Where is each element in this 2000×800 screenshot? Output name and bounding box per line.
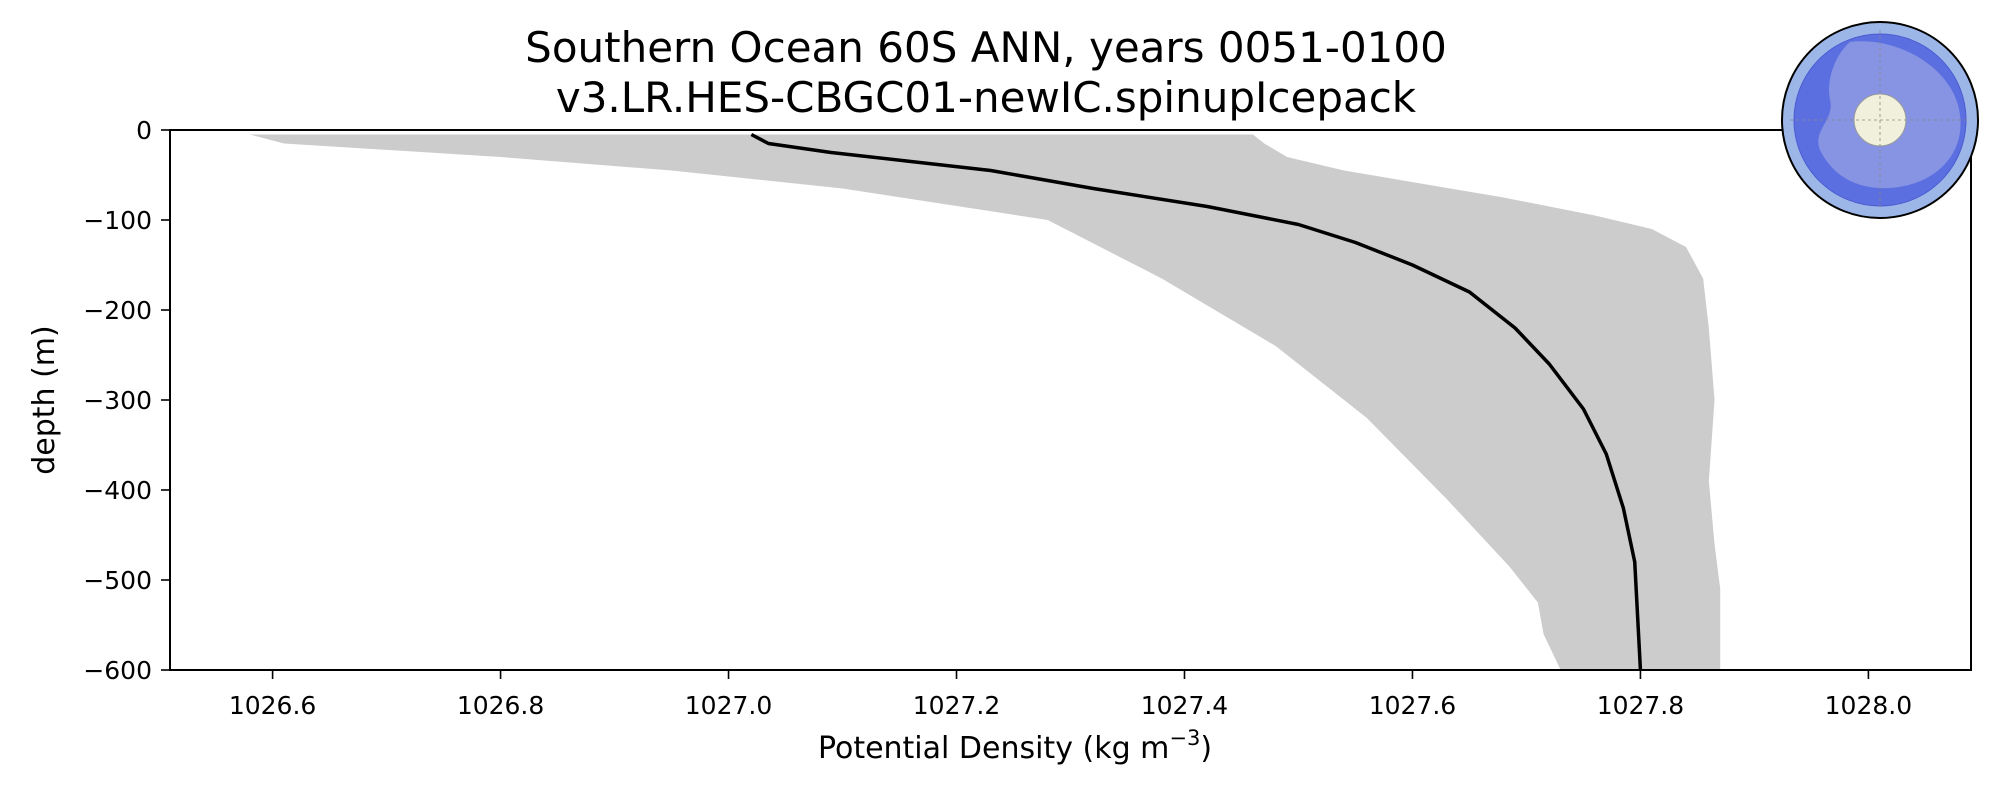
y-tick-label: −600 — [83, 656, 152, 685]
y-tick-label: 0 — [136, 116, 152, 145]
x-tick-label: 1026.8 — [457, 691, 544, 720]
y-tick-label: −100 — [83, 206, 152, 235]
x-axis-label-exponent: −3 — [1169, 726, 1200, 750]
x-tick-label: 1028.0 — [1825, 691, 1912, 720]
x-tick-label: 1027.0 — [685, 691, 772, 720]
x-tick-label: 1026.6 — [229, 691, 316, 720]
y-tick-label: −400 — [83, 476, 152, 505]
x-axis-label: Potential Density (kg m−3) — [818, 726, 1212, 766]
chart-title: Southern Ocean 60S ANN, years 0051-0100 — [525, 23, 1447, 72]
x-axis: 1026.6 1026.8 1027.0 1027.2 1027.4 1027.6 1027… — [229, 670, 1912, 720]
spread-band-layer — [249, 134, 1721, 670]
spread-band — [249, 134, 1721, 670]
x-tick-label: 1027.4 — [1141, 691, 1228, 720]
x-axis-label-main: Potential Density (kg m — [818, 731, 1169, 766]
mean-profile-line — [750, 132, 1643, 670]
chart-subtitle: v3.LR.HES-CBGC01-newIC.spinupIcepack — [555, 73, 1417, 122]
y-axis-label: depth (m) — [27, 325, 62, 475]
y-tick-label: −300 — [83, 386, 152, 415]
y-tick-label: −200 — [83, 296, 152, 325]
x-tick-label: 1027.6 — [1369, 691, 1456, 720]
mean-profile-line-layer — [750, 132, 1643, 670]
x-axis-label-close: ) — [1200, 731, 1212, 766]
y-tick-label: −500 — [83, 566, 152, 595]
x-tick-label: 1027.2 — [913, 691, 1000, 720]
x-tick-label: 1027.8 — [1597, 691, 1684, 720]
y-axis: 0 −100 −200 −300 −400 −500 −600 — [83, 116, 170, 685]
antarctica-region-map-icon — [1781, 21, 1979, 219]
